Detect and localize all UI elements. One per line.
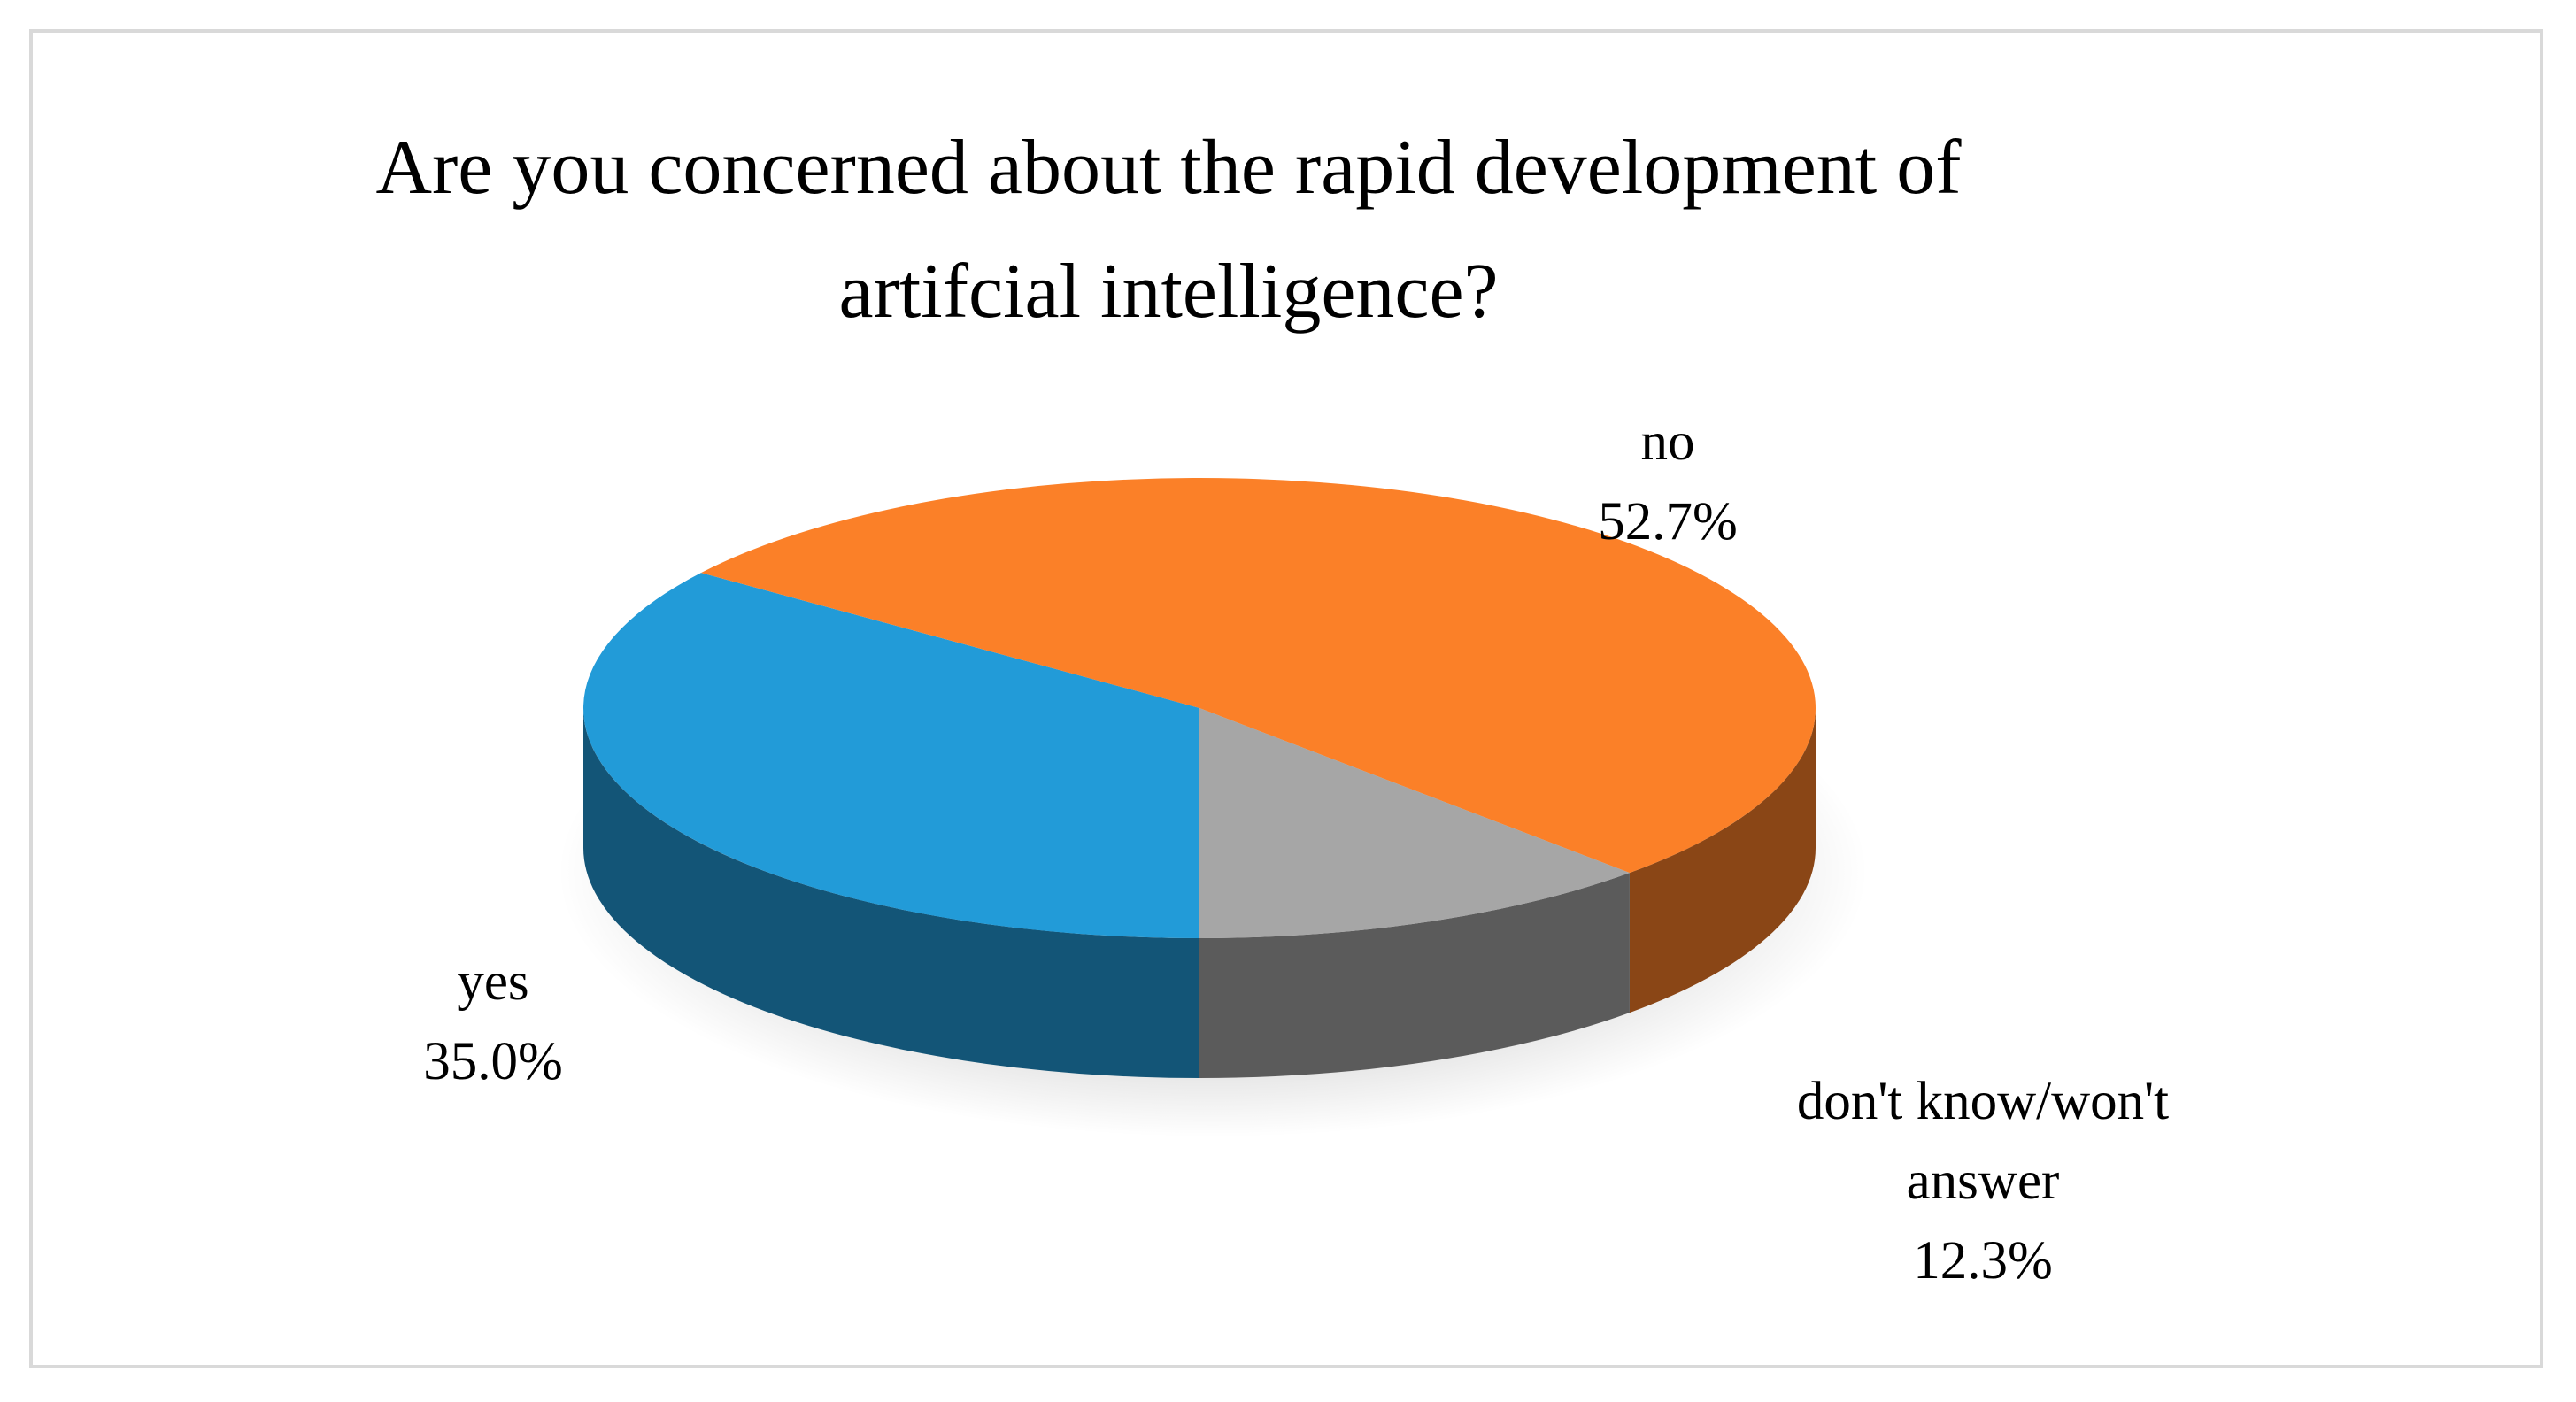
category-label: don't know/won't answer bbox=[1796, 1072, 2170, 1211]
slice-label: no 52.7% bbox=[1535, 403, 1801, 562]
slice-side bbox=[1199, 873, 1630, 1078]
value-label: 12.3% bbox=[1913, 1231, 2053, 1290]
value-label: 35.0% bbox=[423, 1032, 563, 1091]
slice-side bbox=[583, 708, 1199, 1078]
chart-title: Are you concerned about the rapid develo… bbox=[375, 125, 1962, 335]
slice-label: yes 35.0% bbox=[360, 943, 626, 1102]
value-label: 52.7% bbox=[1598, 492, 1738, 551]
category-label: no bbox=[1640, 412, 1695, 472]
slice bbox=[1199, 708, 1630, 938]
slice-label: don't know/won't answer 12.3% bbox=[1735, 1062, 2231, 1301]
slice bbox=[583, 573, 1199, 938]
chart-frame bbox=[29, 29, 2543, 1368]
slice-side bbox=[1629, 708, 1816, 1013]
slice bbox=[700, 477, 1816, 874]
category-label: yes bbox=[457, 952, 529, 1012]
